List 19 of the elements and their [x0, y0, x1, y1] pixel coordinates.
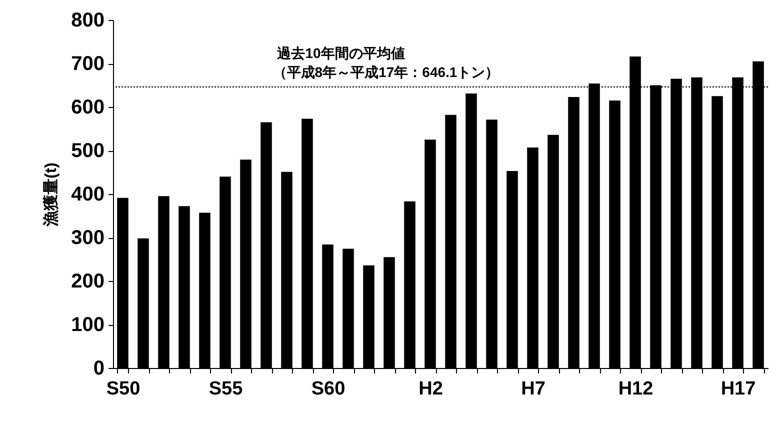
x-tick-label: H17 — [720, 378, 756, 400]
y-tick-label: 500 — [71, 140, 104, 162]
y-tick-label: 800 — [71, 10, 104, 32]
y-tick-label: 300 — [71, 227, 104, 249]
x-tick-label: H2 — [418, 378, 443, 400]
y-tick-label: 400 — [71, 184, 104, 206]
x-tick-label: H12 — [618, 378, 654, 400]
y-tick-label: 0 — [93, 358, 104, 380]
x-tick-label: H7 — [521, 378, 546, 400]
x-tick-label: S50 — [106, 378, 140, 400]
y-tick-label: 100 — [71, 314, 104, 336]
x-tick-label: S60 — [311, 378, 346, 400]
x-tick-label: S55 — [208, 378, 244, 400]
y-tick-label: 600 — [71, 96, 104, 118]
ref-line-label: 過去10年間の平均値 — [276, 44, 405, 61]
annotation: （平成8年～平成17年：646.1トン） — [272, 64, 500, 80]
y-tick-label: 700 — [71, 53, 104, 75]
y-tick-label: 200 — [71, 270, 104, 292]
y-axis-title: 漁獲量(t) — [42, 162, 60, 228]
